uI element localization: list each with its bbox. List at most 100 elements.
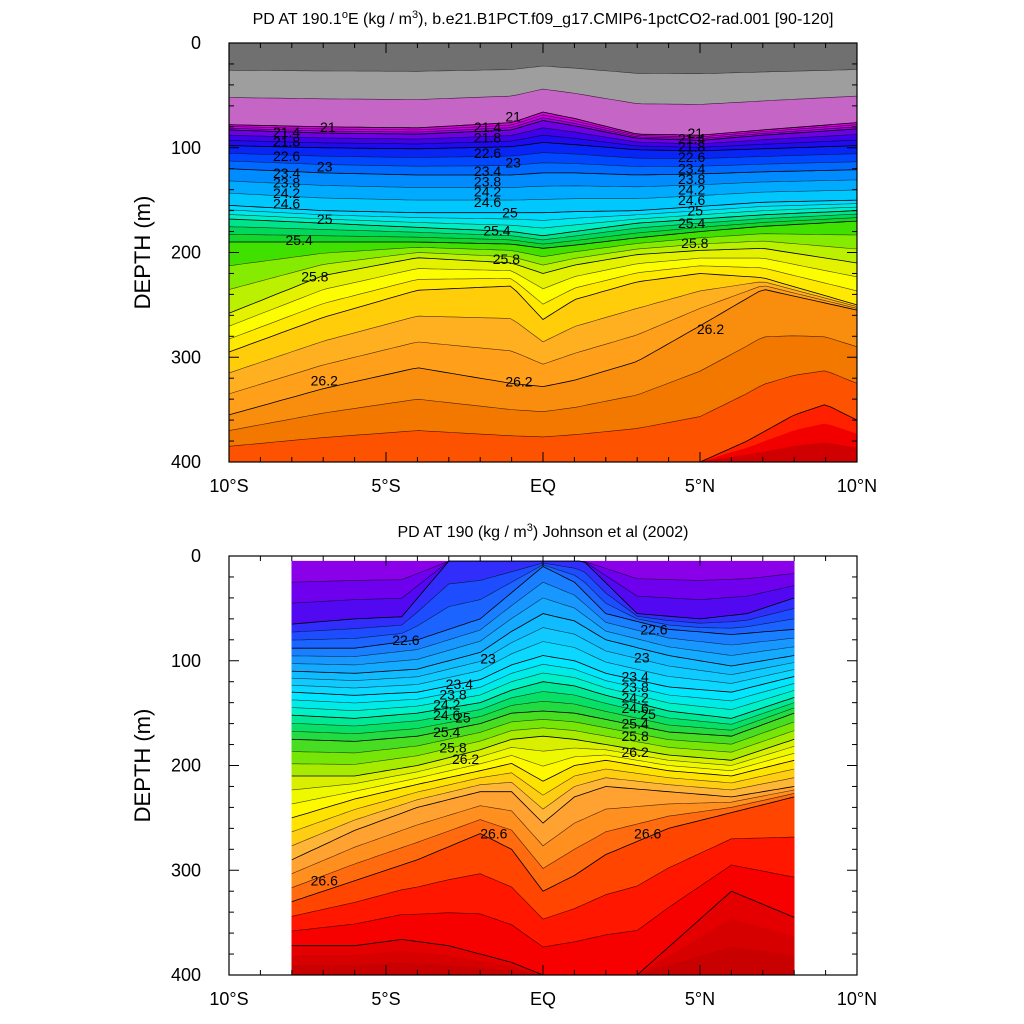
contour-isoline-26.6 xyxy=(291,796,795,903)
contour-isoline xyxy=(291,864,795,948)
chart-title: PD AT 190 (kg / m3) Johnson et al (2002) xyxy=(397,522,688,541)
contour-isoline-22.6 xyxy=(229,142,857,152)
contour-isoline xyxy=(291,753,795,805)
contour-isoline-23 xyxy=(291,613,795,674)
contour-isoline xyxy=(229,65,857,74)
contour-panel-2: 22.62323.423.824.224.62525.425.826.226.6… xyxy=(130,522,877,1009)
contour-isoline xyxy=(291,672,795,712)
x-tick-label: 10°S xyxy=(209,989,248,1009)
y-axis-label: DEPTH (m) xyxy=(130,709,155,823)
x-tick-label: 10°N xyxy=(837,989,877,1009)
y-tick-label: 400 xyxy=(171,965,201,985)
contour-label: 24.6 xyxy=(622,700,649,716)
contour-isoline xyxy=(291,789,795,874)
contour-isoline xyxy=(229,285,857,395)
contour-label: 26.2 xyxy=(622,744,649,760)
contour-isoline xyxy=(291,691,795,727)
contour-label: 22.6 xyxy=(678,149,705,165)
contour-isoline-22.6 xyxy=(291,566,795,649)
x-tick-label: 5°S xyxy=(371,989,400,1009)
contour-isoline-25.8 xyxy=(291,735,795,777)
contour-isoline-23.4 xyxy=(291,655,795,696)
contour-label: 25.4 xyxy=(483,223,510,239)
contour-label: 24.2 xyxy=(622,689,649,705)
contour-isoline-24.6 xyxy=(229,199,857,214)
contour-label: 22.6 xyxy=(474,145,501,161)
contour-label: 23.4 xyxy=(678,161,705,177)
contour-label: 21.8 xyxy=(474,129,501,145)
contour-isoline xyxy=(229,335,857,431)
contour-label: 23 xyxy=(505,154,521,170)
contour-label: 25.8 xyxy=(681,235,708,251)
contour-label: 25.8 xyxy=(622,728,649,744)
contour-isoline xyxy=(229,217,857,245)
title-part: ), b.e21.B1PCT.f09_g17.CMIP6-1pctCO2-rad… xyxy=(418,11,833,28)
contour-isoline xyxy=(291,746,795,791)
x-tick-label: EQ xyxy=(530,476,556,496)
contour-isoline xyxy=(291,700,795,735)
title-part: ) Johnson et al (2002) xyxy=(533,524,689,541)
contour-label: 23.4 xyxy=(273,165,300,181)
contour-isoline-21.4 xyxy=(229,120,857,141)
contour-isoline xyxy=(229,179,857,188)
contour-isoline xyxy=(291,641,795,689)
contour-fills xyxy=(291,560,795,975)
contour-isoline xyxy=(229,265,857,340)
contour-label: 21 xyxy=(687,125,703,141)
contour-isoline xyxy=(229,152,857,159)
contour-label: 24.2 xyxy=(678,182,705,198)
contour-label: 21.4 xyxy=(678,130,705,146)
contour-label: 25.4 xyxy=(433,724,460,740)
contour-isoline-25.8 xyxy=(229,247,857,314)
contour-label: 26.2 xyxy=(311,372,338,388)
contour-label: 22.6 xyxy=(392,632,419,648)
x-tick-label: 5°S xyxy=(371,476,400,496)
contour-labels: 21212121.421.822.62323.423.824.224.62525… xyxy=(273,108,724,389)
contour-label: 24.6 xyxy=(678,192,705,208)
contour-label: 26.2 xyxy=(697,321,724,337)
contour-label: 25 xyxy=(455,709,471,725)
contour-label: 25.4 xyxy=(286,232,313,248)
contour-label: 21.8 xyxy=(273,133,300,149)
contour-label: 25 xyxy=(502,205,518,221)
contour-isoline xyxy=(229,127,857,145)
contour-isoline xyxy=(291,663,795,704)
y-tick-label: 300 xyxy=(171,860,201,880)
contour-isoline xyxy=(291,597,795,666)
title-part: PD AT 190 (kg / m xyxy=(397,524,526,541)
contour-isoline xyxy=(291,719,795,754)
contour-label: 23.8 xyxy=(622,679,649,695)
contour-isoline xyxy=(291,627,795,682)
contour-isoline xyxy=(291,727,795,765)
contour-label: 25.8 xyxy=(493,251,520,267)
contour-isoline xyxy=(229,213,857,241)
contour-label: 25.8 xyxy=(439,740,466,756)
contour-label: 24.2 xyxy=(433,697,460,713)
x-tick-label: 5°N xyxy=(685,476,715,496)
contour-panel-1: 21212121.421.822.62323.423.824.224.62525… xyxy=(130,9,877,496)
contour-isoline-26.8 xyxy=(291,890,795,975)
y-tick-label: 400 xyxy=(171,452,201,472)
contour-label: 23 xyxy=(634,650,650,666)
y-tick-label: 0 xyxy=(191,33,201,53)
contour-label: 21 xyxy=(505,108,521,124)
title-superscript: 3 xyxy=(412,9,418,21)
contour-label: 26.6 xyxy=(634,826,661,842)
y-tick-label: 100 xyxy=(171,138,201,158)
contour-label: 23.8 xyxy=(678,171,705,187)
contour-isoline-23.4 xyxy=(229,168,857,176)
contour-label: 21.4 xyxy=(474,119,501,135)
contour-isoline-26.4 xyxy=(291,786,795,861)
contour-isoline-26.2 xyxy=(229,289,857,416)
x-tick-label: 10°N xyxy=(837,476,877,496)
contour-lines xyxy=(229,65,857,462)
contour-label: 25 xyxy=(687,203,703,219)
contour-label: 26.2 xyxy=(452,751,479,767)
contour-isoline-25.4 xyxy=(229,220,857,249)
contour-isoline xyxy=(229,240,857,290)
contour-label: 25.4 xyxy=(678,215,705,231)
contour-label: 24.2 xyxy=(273,185,300,201)
x-tick-label: 10°S xyxy=(209,476,248,496)
chart-title: PD AT 190.1oE (kg / m3), b.e21.B1PCT.f09… xyxy=(253,9,834,28)
contour-isoline-21 xyxy=(229,111,857,136)
